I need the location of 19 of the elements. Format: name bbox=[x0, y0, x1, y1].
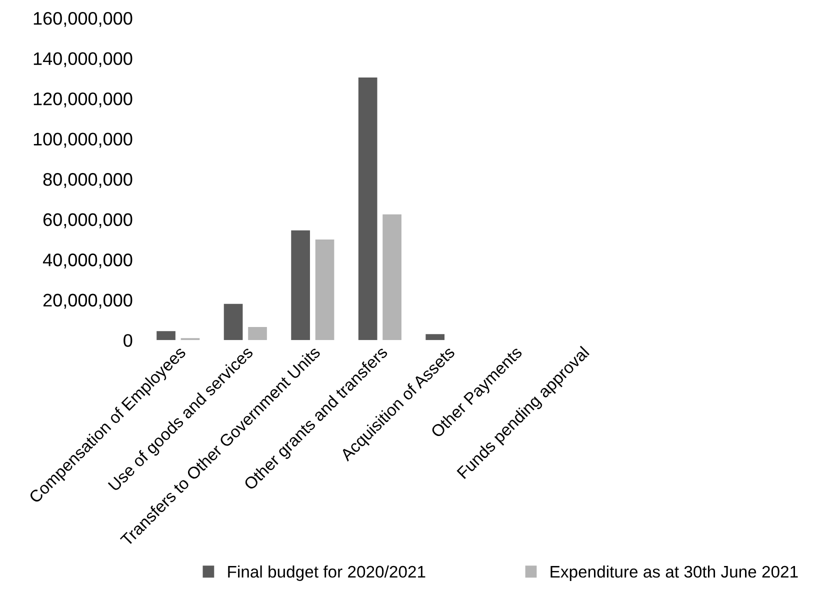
bar bbox=[224, 304, 243, 340]
bar bbox=[315, 239, 334, 340]
bar bbox=[291, 230, 310, 340]
bar bbox=[426, 334, 444, 340]
y-tick-label: 40,000,000 bbox=[42, 254, 132, 268]
y-tick-label: 140,000,000 bbox=[34, 52, 132, 68]
legend-label: Expenditure as at 30th June 2021 bbox=[550, 565, 798, 581]
bar bbox=[358, 77, 378, 340]
legend-label: Final budget for 2020/2021 bbox=[228, 565, 426, 581]
y-tick-label: 20,000,000 bbox=[43, 294, 132, 309]
bar bbox=[382, 214, 402, 340]
y-tick-label: 0 bbox=[124, 334, 132, 347]
y-tick-label: 120,000,000 bbox=[34, 92, 132, 108]
bar bbox=[248, 327, 267, 340]
y-tick-label: 80,000,000 bbox=[43, 173, 132, 188]
y-tick-label: 60,000,000 bbox=[43, 213, 132, 228]
y-tick-label: 160,000,000 bbox=[34, 12, 132, 27]
y-tick-label: 100,000,000 bbox=[34, 132, 132, 148]
bar bbox=[156, 331, 176, 340]
